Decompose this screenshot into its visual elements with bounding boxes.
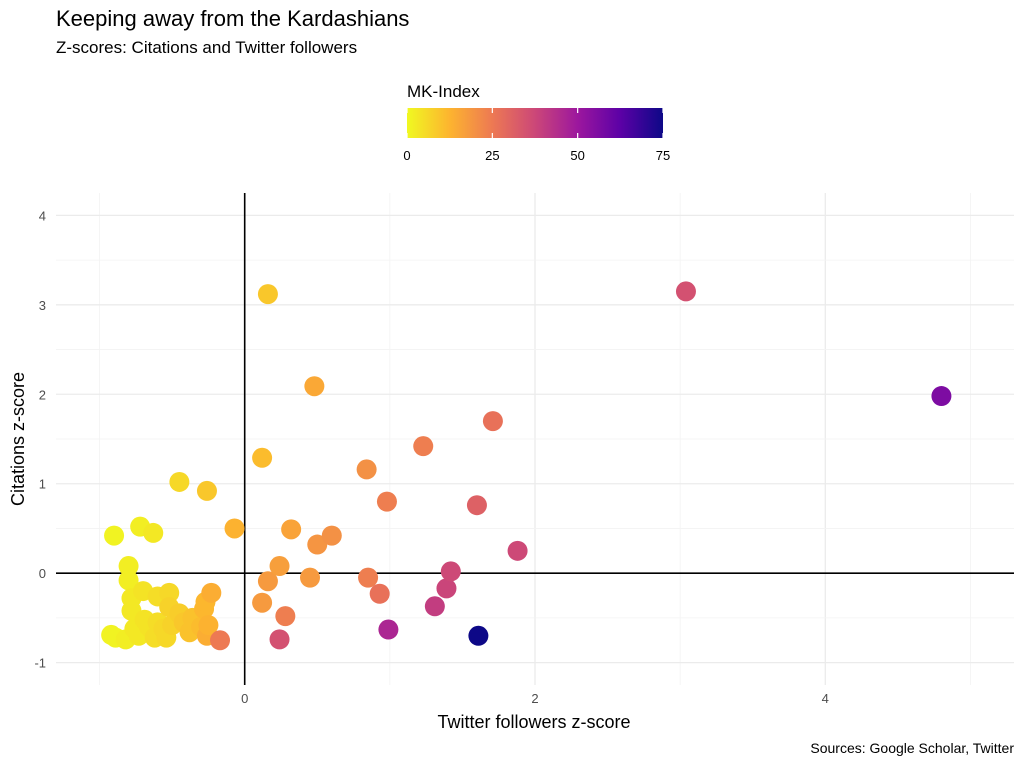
data-point: [159, 582, 180, 603]
chart-subtitle: Z-scores: Citations and Twitter follower…: [56, 38, 358, 57]
data-point: [369, 583, 390, 604]
y-tick-label: 1: [39, 477, 46, 492]
data-point: [304, 376, 325, 397]
data-point: [413, 436, 434, 457]
data-point: [281, 519, 302, 540]
data-point: [269, 556, 290, 577]
y-tick-label: 3: [39, 298, 46, 313]
data-point: [118, 570, 139, 591]
data-point: [143, 522, 164, 543]
data-point: [482, 411, 503, 432]
x-tick-label: 0: [241, 691, 248, 706]
colorbar-tick-label: 50: [570, 148, 584, 163]
data-point: [675, 281, 696, 302]
colorbar-tick-label: 0: [403, 148, 410, 163]
data-point: [252, 592, 273, 613]
chart-caption: Sources: Google Scholar, Twitter: [810, 740, 1014, 756]
data-point: [300, 567, 321, 588]
data-point: [436, 578, 457, 599]
y-axis-title: Citations z-score: [8, 372, 28, 506]
data-point: [378, 619, 399, 640]
y-tick-label: 0: [39, 566, 46, 581]
chart-title: Keeping away from the Kardashians: [56, 6, 410, 31]
data-point: [507, 540, 528, 561]
data-point: [196, 480, 217, 501]
y-tick-label: 4: [39, 208, 46, 223]
y-axis-ticks: -1 0 1 2 3 4: [34, 208, 46, 670]
x-tick-label: 2: [531, 691, 538, 706]
data-point: [424, 596, 445, 617]
data-point: [104, 525, 125, 546]
x-tick-label: 4: [822, 691, 829, 706]
data-point: [257, 571, 278, 592]
legend-title: MK-Index: [407, 82, 480, 101]
data-point: [376, 491, 397, 512]
data-point: [307, 534, 328, 555]
data-point: [224, 518, 245, 539]
reference-lines: [56, 193, 1014, 685]
data-point: [198, 615, 219, 636]
data-point: [257, 284, 278, 305]
data-point: [931, 386, 952, 407]
data-point: [252, 447, 273, 468]
y-tick-label: -1: [34, 656, 46, 671]
x-axis-ticks: 0 2 4: [241, 691, 829, 706]
colorbar-tick-label: 75: [656, 148, 670, 163]
legend: MK-Index 0 25 50 75: [403, 82, 670, 163]
colorbar-ticks: 0 25 50 75: [403, 108, 670, 163]
x-axis-title: Twitter followers z-score: [437, 712, 630, 732]
data-point: [440, 561, 461, 582]
y-tick-label: 2: [39, 387, 46, 402]
data-point: [269, 629, 290, 650]
data-point: [169, 471, 190, 492]
colorbar-tick-label: 25: [485, 148, 499, 163]
data-point: [201, 582, 222, 603]
data-point: [356, 459, 377, 480]
data-points: [101, 281, 952, 651]
data-point: [321, 525, 342, 546]
data-point: [358, 567, 379, 588]
data-point: [210, 630, 231, 651]
data-point: [118, 556, 139, 577]
colorbar: [407, 108, 663, 138]
data-point: [275, 606, 296, 627]
data-point: [468, 625, 489, 646]
data-point: [466, 495, 487, 516]
gridlines: [56, 193, 1014, 685]
